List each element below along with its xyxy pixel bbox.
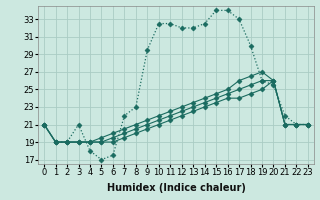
X-axis label: Humidex (Indice chaleur): Humidex (Indice chaleur) bbox=[107, 183, 245, 193]
